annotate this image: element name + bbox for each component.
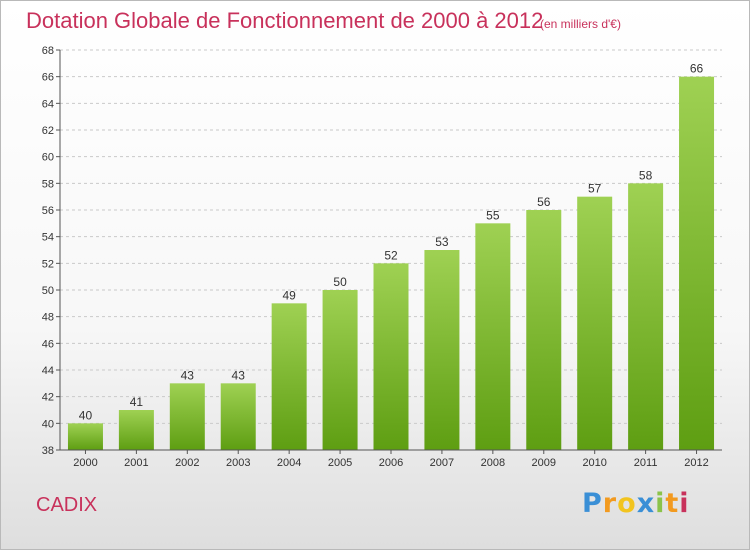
bars: 40 41 43 43 49 50 52 53 55 56 57 58 66: [67, 62, 715, 451]
data-label: 50: [333, 275, 347, 289]
x-tick-label: 2008: [481, 457, 505, 469]
x-tick-label: 2009: [532, 457, 556, 469]
y-tick-label: 42: [42, 392, 54, 404]
y-tick-label: 38: [42, 445, 54, 457]
x-tick-label: 2002: [175, 457, 199, 469]
data-label: 43: [232, 368, 246, 382]
y-tick-label: 56: [42, 205, 54, 217]
bar: [577, 196, 613, 450]
y-tick-label: 40: [42, 418, 54, 430]
data-label: 55: [486, 208, 500, 222]
y-tick-label: 58: [42, 178, 54, 190]
x-tick-label: 2005: [328, 457, 352, 469]
bar: [169, 383, 205, 450]
bar: [475, 223, 511, 450]
data-label: 49: [282, 288, 296, 302]
y-tick-label: 64: [42, 98, 54, 110]
y-tick-label: 46: [42, 338, 54, 350]
y-tick-label: 62: [42, 125, 54, 137]
x-tick-label: 2004: [277, 457, 301, 469]
y-tick-label: 52: [42, 258, 54, 270]
x-axis: 2000 2001 2002 2003 2004 2005 2006 2007 2008 2009…: [60, 449, 722, 469]
y-tick-label: 60: [42, 152, 54, 164]
y-axis: 38 40 42 44 46 48 50 52 54 56 58 60 62 64 66 68: [42, 45, 61, 457]
chart-title: Dotation Globale de Fonctionnement de 20…: [26, 8, 544, 33]
x-tick-label: 2007: [430, 457, 454, 469]
data-label: 40: [79, 408, 93, 422]
proxiti-logo[interactable]: Proxiti: [582, 488, 690, 519]
x-tick-label: 2006: [379, 457, 403, 469]
x-tick-label: 2012: [684, 457, 708, 469]
y-tick-label: 66: [42, 72, 54, 84]
bar: [679, 76, 715, 451]
x-tick-label: 2011: [634, 457, 658, 469]
bar: [322, 290, 358, 450]
x-tick-label: 2010: [582, 457, 606, 469]
data-label: 52: [384, 248, 398, 262]
x-tick-label: 2003: [226, 457, 250, 469]
data-label: 58: [639, 168, 653, 182]
y-tick-label: 54: [42, 232, 54, 244]
data-label: 43: [181, 368, 195, 382]
y-tick-label: 44: [42, 365, 54, 377]
bar: [424, 250, 460, 450]
x-tick-label: 2000: [73, 457, 97, 469]
y-tick-label: 48: [42, 312, 54, 324]
place-name: CADIX: [36, 494, 98, 516]
bar: [373, 263, 409, 450]
bar: [67, 423, 103, 450]
data-label: 41: [130, 395, 144, 409]
chart-unit: (en milliers d'€): [540, 17, 621, 31]
data-label: 66: [690, 62, 704, 76]
x-tick-label: 2001: [124, 457, 148, 469]
data-label: 56: [537, 195, 551, 209]
data-label: 57: [588, 182, 602, 196]
bar: [628, 183, 664, 451]
bar: [220, 383, 256, 450]
y-tick-label: 50: [42, 285, 54, 297]
y-tick-label: 68: [42, 45, 54, 57]
data-label: 53: [435, 235, 449, 249]
bar: [526, 210, 562, 450]
bar: [118, 410, 154, 450]
bar: [271, 303, 307, 450]
